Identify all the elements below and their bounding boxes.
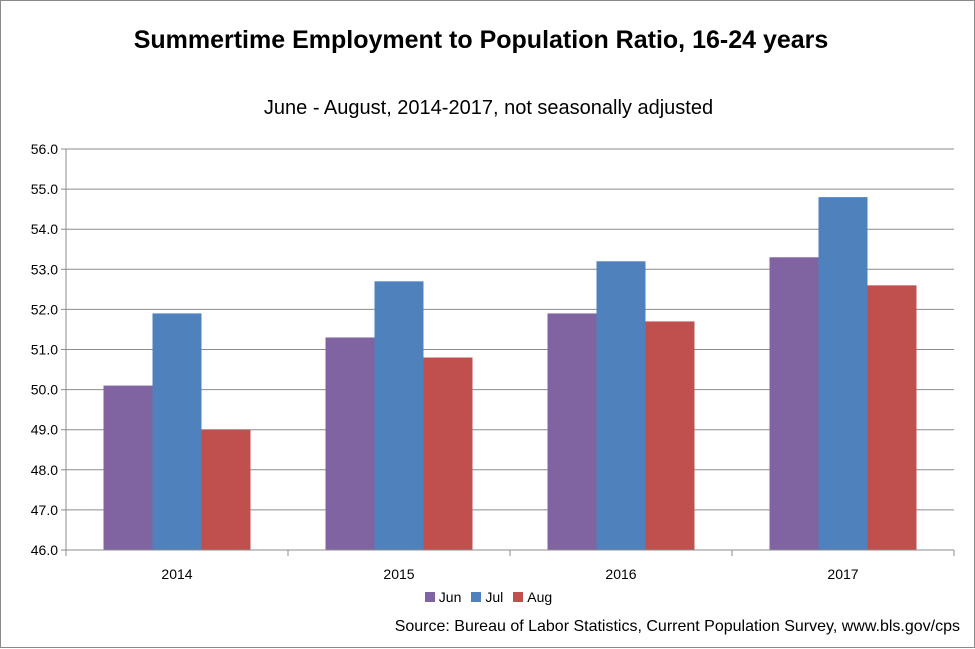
x-tick-label: 2016: [605, 566, 636, 582]
chart-subtitle: June - August, 2014-2017, not seasonally…: [263, 97, 714, 119]
y-tick-label: 55.0: [31, 181, 58, 197]
bar-aug-2015: [423, 357, 473, 550]
bar-jun-2017: [769, 257, 819, 550]
legend-label: Jun: [438, 589, 462, 605]
bar-jun-2014: [103, 385, 153, 550]
bar-jul-2017: [818, 197, 868, 550]
legend: Jun Jul Aug: [1, 589, 975, 605]
x-tick-label: 2014: [161, 566, 192, 582]
y-tick-label: 50.0: [31, 382, 58, 398]
y-tick-label: 48.0: [31, 462, 58, 478]
y-tick-label: 56.0: [31, 141, 58, 157]
legend-item-jul: Jul: [471, 589, 503, 605]
y-tick-label: 49.0: [31, 422, 58, 438]
y-tick-label: 53.0: [31, 261, 58, 277]
legend-swatch: [471, 592, 482, 602]
y-tick-label: 46.0: [31, 542, 58, 558]
source-note: Source: Bureau of Labor Statistics, Curr…: [394, 618, 960, 635]
bar-aug-2016: [645, 321, 695, 550]
bar-aug-2014: [201, 429, 251, 550]
legend-label: Aug: [527, 589, 553, 605]
y-tick-label: 47.0: [31, 502, 58, 518]
bars: [103, 197, 917, 550]
y-tick-label: 54.0: [31, 221, 58, 237]
axes: 46.0 47.0 48.0 49.0 50.0 51.0 52.0 53.0 54.0 55.0…: [31, 141, 955, 582]
bar-jul-2014: [152, 313, 202, 550]
bar-jun-2015: [325, 337, 375, 550]
x-tick-label: 2017: [827, 566, 858, 582]
x-tick-label: 2015: [383, 566, 414, 582]
bar-jul-2016: [596, 261, 646, 550]
bar-jul-2015: [374, 281, 424, 550]
y-tick-label: 51.0: [31, 342, 58, 358]
legend-item-jun: Jun: [424, 589, 462, 605]
legend-swatch: [424, 592, 435, 602]
chart-title: Summertime Employment to Population Rati…: [133, 26, 829, 54]
bar-jun-2016: [547, 313, 597, 550]
y-tick-label: 52.0: [31, 301, 58, 317]
legend-label: Jul: [485, 589, 504, 605]
legend-swatch: [513, 592, 524, 602]
bar-aug-2017: [867, 285, 917, 550]
legend-item-aug: Aug: [513, 589, 552, 605]
